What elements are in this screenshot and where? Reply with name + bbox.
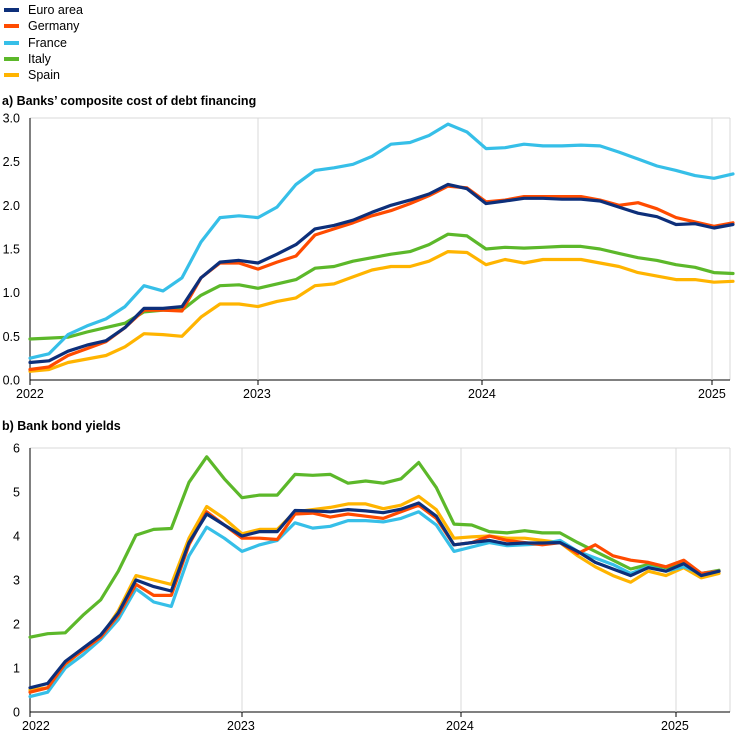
legend-swatch-spain xyxy=(4,73,19,78)
legend-item-france: France xyxy=(4,35,83,51)
panel-b-x-tick-label-2022: 2022 xyxy=(22,719,50,733)
panel-a-y-tick-label-3: 1.5 xyxy=(3,243,20,257)
panel-b-y-tick-label-5: 5 xyxy=(13,486,20,500)
panel-b-y-tick-label-6: 6 xyxy=(13,442,20,456)
panel-b-y-tick-label-4: 4 xyxy=(13,530,20,544)
legend-swatch-euro-area xyxy=(4,8,19,13)
panel-a-series-euro-area-line xyxy=(28,182,735,365)
legend-label-germany: Germany xyxy=(28,19,80,34)
panel-a-series-france-line xyxy=(28,122,735,360)
panel-b-y-tick-label-0: 0 xyxy=(13,706,20,720)
panel-b-y-tick-label-1: 1 xyxy=(13,662,20,676)
panel-b-series-euro-area-line xyxy=(28,501,721,690)
legend-swatch-france xyxy=(4,40,19,45)
legend-label-euro-area: Euro area xyxy=(28,3,83,18)
panel-a-y-tick-label-2: 1.0 xyxy=(3,286,20,300)
panel-a-series-germany-line xyxy=(28,184,735,372)
legend-item-germany: Germany xyxy=(4,18,83,34)
panel-b-series-spain-line xyxy=(28,494,721,692)
legend-label-spain: Spain xyxy=(28,68,60,83)
panel-a-x-tick-label-2025: 2025 xyxy=(698,387,726,401)
panel-a-y-tick-label-5: 2.5 xyxy=(3,155,20,169)
legend-item-spain: Spain xyxy=(4,67,83,83)
panel-b-y-tick-label-2: 2 xyxy=(13,618,20,632)
panel-b-y-tick-label-3: 3 xyxy=(13,574,20,588)
panel-b-series-italy-line xyxy=(28,455,721,639)
legend-label-italy: Italy xyxy=(28,52,51,67)
panel-b-series-france-line xyxy=(28,510,721,699)
panel-b-series-germany-line xyxy=(28,503,721,694)
panel-a-series-spain-line xyxy=(28,250,735,373)
legend-swatch-italy xyxy=(4,57,19,62)
legend-item-euro-area: Euro area xyxy=(4,2,83,18)
panel-b-title: b) Bank bond yields xyxy=(2,419,121,433)
panel-a-y-tick-label-0: 0.0 xyxy=(3,374,20,388)
panel-a-x-tick-label-2024: 2024 xyxy=(468,387,496,401)
legend-label-france: France xyxy=(28,35,67,50)
legend-item-italy: Italy xyxy=(4,51,83,67)
panel-b-x-tick-label-2024: 2024 xyxy=(446,719,474,733)
panel-b-x-tick-label-2023: 2023 xyxy=(227,719,255,733)
panel-a-title: a) Banks’ composite cost of debt financi… xyxy=(2,94,257,108)
panel-a-y-tick-label-1: 0.5 xyxy=(3,330,20,344)
panel-a-y-tick-label-6: 3.0 xyxy=(3,112,20,126)
panel-a-x-tick-label-2022: 2022 xyxy=(16,387,44,401)
panel-a-y-tick-label-4: 2.0 xyxy=(3,199,20,213)
panel-a-series-italy-line xyxy=(28,232,735,341)
panel-b-x-tick-label-2025: 2025 xyxy=(661,719,689,733)
legend: Euro area Germany France Italy Spain xyxy=(4,2,83,83)
legend-swatch-germany xyxy=(4,24,19,29)
panel-a-x-tick-label-2023: 2023 xyxy=(243,387,271,401)
